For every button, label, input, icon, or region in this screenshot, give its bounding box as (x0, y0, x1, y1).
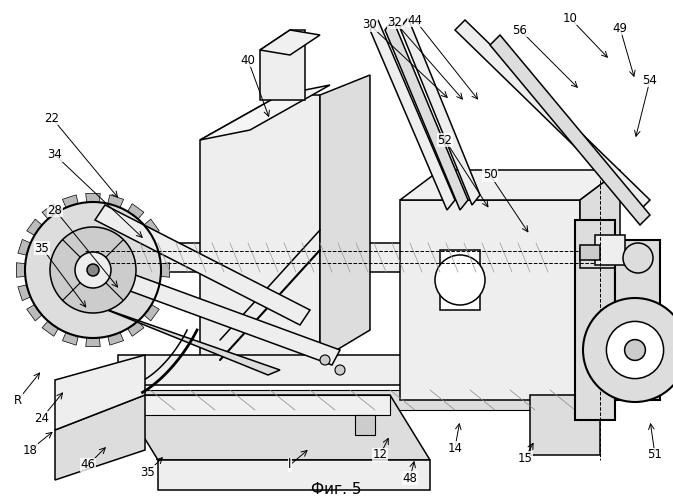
Text: 24: 24 (34, 412, 50, 424)
Circle shape (435, 255, 485, 305)
Polygon shape (118, 395, 390, 415)
Polygon shape (580, 245, 600, 260)
Polygon shape (118, 355, 580, 385)
Polygon shape (490, 35, 650, 225)
Text: 35: 35 (34, 242, 49, 254)
Text: 51: 51 (647, 448, 662, 462)
Text: 40: 40 (240, 54, 256, 66)
Polygon shape (161, 263, 170, 277)
Polygon shape (144, 304, 160, 321)
Polygon shape (200, 85, 330, 140)
Text: 15: 15 (518, 452, 532, 464)
Polygon shape (18, 285, 30, 300)
Text: 34: 34 (48, 148, 63, 162)
Text: 46: 46 (81, 458, 96, 471)
Text: 30: 30 (363, 18, 378, 32)
Polygon shape (144, 219, 160, 236)
Polygon shape (355, 415, 375, 435)
Polygon shape (100, 265, 340, 365)
Polygon shape (128, 204, 144, 219)
Polygon shape (155, 240, 168, 255)
Text: 49: 49 (612, 22, 627, 35)
Polygon shape (400, 200, 580, 400)
Polygon shape (260, 30, 305, 100)
Polygon shape (55, 395, 145, 480)
Text: 32: 32 (388, 16, 402, 28)
Polygon shape (615, 240, 660, 400)
Polygon shape (42, 321, 59, 336)
Text: 28: 28 (48, 204, 63, 216)
Circle shape (25, 202, 161, 338)
Polygon shape (575, 220, 615, 420)
Polygon shape (320, 75, 370, 360)
Polygon shape (27, 304, 42, 321)
Polygon shape (158, 460, 430, 490)
Circle shape (606, 322, 664, 378)
Text: 56: 56 (513, 24, 528, 36)
Text: 12: 12 (372, 448, 388, 462)
Polygon shape (400, 170, 620, 200)
Text: 22: 22 (44, 112, 59, 124)
Polygon shape (385, 20, 468, 210)
Polygon shape (200, 95, 320, 360)
Text: 14: 14 (448, 442, 462, 454)
Polygon shape (18, 240, 30, 255)
Polygon shape (440, 250, 480, 310)
Text: 18: 18 (23, 444, 38, 456)
Text: 10: 10 (563, 12, 577, 24)
Polygon shape (16, 263, 26, 277)
Polygon shape (118, 243, 583, 272)
Text: l: l (288, 458, 291, 471)
Polygon shape (63, 332, 78, 345)
Polygon shape (55, 355, 145, 430)
Circle shape (50, 227, 136, 313)
Text: 54: 54 (643, 74, 658, 86)
Polygon shape (400, 18, 480, 205)
Polygon shape (42, 204, 59, 219)
Polygon shape (530, 395, 600, 455)
Polygon shape (370, 20, 455, 210)
Text: 35: 35 (141, 466, 155, 478)
Polygon shape (27, 219, 42, 236)
Text: 48: 48 (402, 472, 417, 484)
Polygon shape (128, 321, 144, 336)
Polygon shape (108, 332, 124, 345)
Polygon shape (85, 338, 100, 346)
Polygon shape (95, 205, 310, 325)
Polygon shape (595, 235, 625, 265)
Polygon shape (580, 170, 620, 400)
Text: 44: 44 (407, 14, 423, 26)
Circle shape (623, 243, 653, 273)
Text: 50: 50 (483, 168, 497, 181)
Polygon shape (580, 248, 640, 268)
Polygon shape (118, 395, 430, 460)
Circle shape (583, 298, 673, 402)
Polygon shape (118, 390, 580, 410)
Text: 52: 52 (437, 134, 452, 146)
Circle shape (320, 355, 330, 365)
Polygon shape (155, 285, 168, 300)
Text: R: R (14, 394, 22, 406)
Circle shape (625, 340, 645, 360)
Polygon shape (63, 195, 78, 207)
Text: Фиг. 5: Фиг. 5 (311, 482, 361, 498)
Polygon shape (95, 305, 280, 375)
Polygon shape (108, 195, 124, 207)
Circle shape (75, 252, 111, 288)
Circle shape (87, 264, 99, 276)
Circle shape (335, 365, 345, 375)
Polygon shape (455, 20, 650, 210)
Polygon shape (85, 194, 100, 202)
Polygon shape (260, 30, 320, 55)
